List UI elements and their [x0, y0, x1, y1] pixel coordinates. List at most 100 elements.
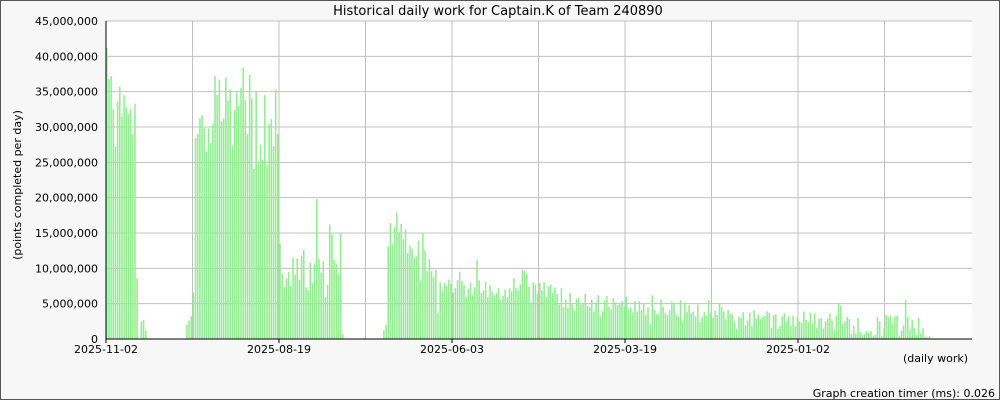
chart-title: Historical daily work for Captain.K of T…	[333, 4, 663, 19]
bar	[928, 336, 931, 339]
bar	[816, 327, 818, 339]
bar	[666, 314, 669, 339]
bar	[658, 313, 660, 339]
bar	[749, 312, 751, 339]
bar	[911, 319, 913, 339]
bar	[891, 323, 894, 339]
bar	[303, 249, 305, 339]
bar	[341, 334, 344, 339]
bar	[253, 168, 255, 339]
bar	[898, 336, 900, 339]
bar	[779, 325, 781, 339]
bar	[203, 128, 205, 339]
bar	[261, 159, 264, 339]
bar	[707, 300, 710, 339]
bar	[188, 320, 190, 339]
y-tick-label: 10,000,000	[35, 262, 98, 275]
bar	[497, 288, 500, 339]
bar	[290, 286, 292, 339]
bar	[642, 303, 645, 339]
bar	[874, 334, 877, 339]
bar	[300, 255, 303, 339]
bar	[551, 293, 554, 339]
y-axis-label: (points completed per day)	[11, 110, 24, 260]
bar	[233, 110, 236, 339]
bar	[729, 313, 732, 339]
bar	[762, 317, 764, 339]
bar	[112, 109, 115, 339]
bar	[194, 138, 197, 339]
bar	[134, 103, 136, 340]
y-tick-labels: 0 5,000,000 10,000,000 15,000,000 20,000,000…	[35, 15, 98, 346]
y-tick-label: 5,000,000	[42, 298, 98, 311]
bar	[387, 246, 390, 339]
bar	[790, 325, 792, 339]
bar	[108, 78, 110, 339]
bar	[846, 317, 848, 339]
bar	[292, 257, 294, 339]
y-tick-label: 0	[91, 333, 98, 346]
bar	[536, 293, 539, 339]
bar	[281, 273, 283, 339]
bar	[283, 286, 286, 339]
bar	[876, 317, 879, 339]
bar	[852, 325, 855, 339]
bar	[896, 315, 898, 339]
bar	[125, 107, 128, 340]
bar	[746, 320, 749, 339]
bar	[768, 312, 771, 339]
bar	[781, 316, 784, 339]
bar	[270, 119, 273, 339]
bar	[725, 319, 727, 339]
bar	[714, 310, 716, 339]
bar	[662, 307, 664, 339]
bar	[616, 305, 619, 339]
bar	[839, 305, 842, 339]
bar	[727, 310, 729, 339]
bar	[679, 300, 682, 339]
bar	[448, 279, 450, 339]
bar	[692, 311, 695, 339]
bar	[439, 282, 441, 339]
bar	[703, 312, 706, 339]
bar	[225, 77, 227, 339]
bar	[229, 89, 231, 339]
y-tick-label: 15,000,000	[35, 227, 98, 240]
bar	[597, 295, 600, 339]
bar	[116, 101, 119, 339]
bar	[883, 328, 885, 339]
bar	[629, 307, 632, 339]
bar	[285, 278, 288, 339]
bar	[681, 321, 684, 339]
bar	[736, 329, 738, 339]
bar	[610, 309, 612, 339]
bar	[837, 302, 840, 339]
bar	[298, 279, 301, 339]
bar	[625, 296, 628, 339]
bar	[430, 271, 433, 339]
bar	[785, 321, 788, 339]
bar	[805, 319, 807, 339]
bar	[307, 290, 309, 339]
bar	[586, 305, 589, 339]
bar	[803, 311, 805, 339]
bar	[621, 301, 623, 339]
bar	[608, 306, 610, 339]
bar	[441, 290, 444, 339]
bar	[796, 317, 799, 339]
bar	[207, 128, 210, 339]
y-tick-label: 35,000,000	[35, 86, 98, 99]
bar	[757, 314, 760, 339]
x-tick-label: 2025-06-03	[420, 343, 484, 356]
bar	[318, 258, 320, 339]
bar	[532, 282, 535, 339]
bar	[517, 290, 519, 339]
bar	[794, 326, 797, 339]
bar	[894, 316, 896, 339]
bar	[564, 299, 567, 339]
bar	[404, 229, 407, 339]
bar	[199, 118, 201, 340]
bar	[738, 316, 740, 339]
bar	[212, 124, 214, 339]
bar	[697, 304, 699, 339]
